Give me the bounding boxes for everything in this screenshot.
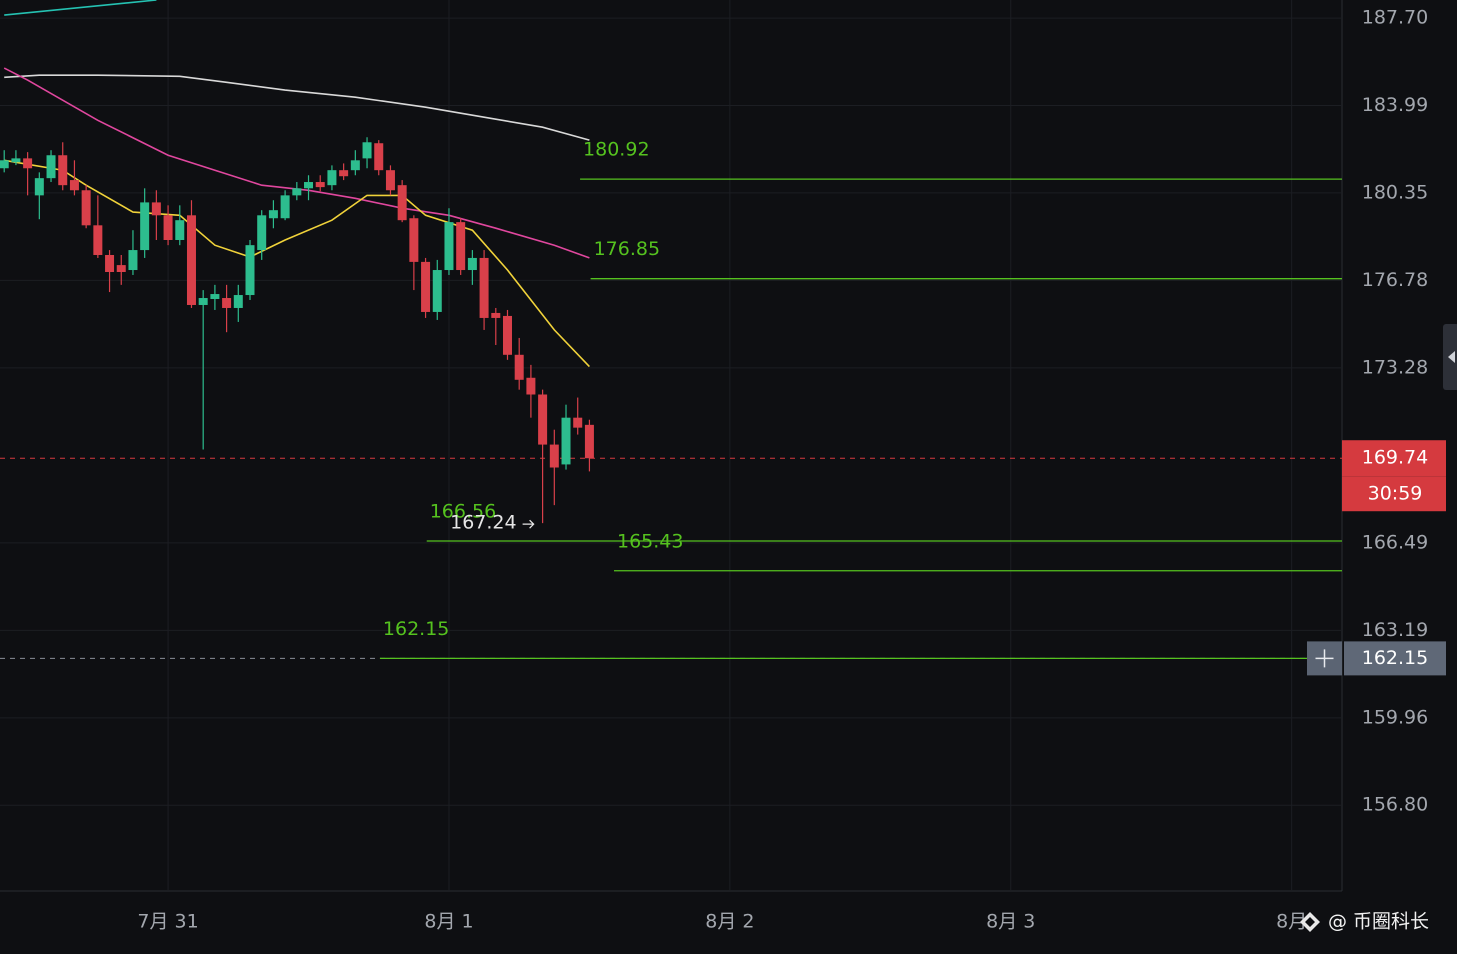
moving-average-line bbox=[4, 74, 590, 141]
level-label: 180.92 bbox=[583, 139, 649, 161]
watermark-text: @ 币圈科长 bbox=[1328, 911, 1429, 933]
candle-body bbox=[339, 170, 349, 177]
candle-body bbox=[549, 444, 559, 468]
candle-body bbox=[58, 155, 68, 186]
candle-body bbox=[350, 160, 360, 171]
candle-body bbox=[93, 225, 103, 255]
candle-body bbox=[491, 312, 501, 318]
level-label: 176.85 bbox=[594, 238, 660, 260]
candle-body bbox=[467, 257, 477, 271]
candle-body bbox=[69, 180, 79, 191]
candle-body bbox=[186, 215, 196, 305]
candle-body bbox=[257, 215, 267, 251]
y-tick-label: 166.49 bbox=[1362, 531, 1428, 553]
candle-body bbox=[538, 394, 548, 445]
candle-body bbox=[105, 254, 115, 273]
tab-arrow[interactable] bbox=[1448, 351, 1455, 363]
collapse-tab[interactable] bbox=[1443, 324, 1457, 390]
candle-body bbox=[526, 377, 536, 395]
candle-body bbox=[456, 222, 466, 271]
candle-body bbox=[362, 142, 372, 159]
candle-body bbox=[280, 195, 290, 219]
candle-body bbox=[304, 182, 314, 189]
candle-body bbox=[198, 298, 208, 305]
candle-body bbox=[128, 250, 138, 271]
last-price-box bbox=[1342, 440, 1446, 477]
candle-body bbox=[292, 188, 302, 196]
candle-body bbox=[561, 417, 571, 465]
crosshair-plus-icon bbox=[1315, 649, 1334, 668]
candle-body bbox=[444, 222, 454, 271]
candle-body bbox=[502, 315, 512, 355]
candle-body bbox=[11, 158, 21, 163]
candle-body bbox=[327, 170, 337, 186]
y-tick-label: 163.19 bbox=[1362, 619, 1428, 641]
candle-body bbox=[34, 178, 44, 196]
candle-body bbox=[140, 202, 150, 251]
candle-body bbox=[81, 190, 91, 226]
x-tick-label: 7月 31 bbox=[137, 911, 198, 933]
candle-body bbox=[163, 215, 173, 241]
countdown-label: 30:59 bbox=[1368, 483, 1423, 505]
x-tick-label: 8月 3 bbox=[986, 911, 1035, 933]
candle-body bbox=[46, 155, 56, 179]
candle-body bbox=[151, 202, 161, 216]
candle-body bbox=[210, 294, 220, 300]
last-price-label: 169.74 bbox=[1362, 447, 1428, 469]
countdown-box bbox=[1342, 476, 1446, 512]
candle-body bbox=[268, 210, 278, 219]
x-tick-label: 8月 1 bbox=[424, 911, 473, 933]
candle-body bbox=[421, 261, 431, 312]
watermark: @ 币圈科长 bbox=[1300, 911, 1429, 933]
y-tick-label: 180.35 bbox=[1362, 181, 1428, 203]
y-tick-label: 183.99 bbox=[1362, 94, 1428, 116]
watermark-logo bbox=[1300, 912, 1320, 932]
candle-body bbox=[573, 417, 583, 428]
y-tick-label: 187.70 bbox=[1362, 7, 1428, 29]
low-marker-label: 167.24 bbox=[450, 512, 516, 534]
level-label: 166.56 bbox=[430, 500, 496, 522]
x-tick-label: 8月 bbox=[1276, 911, 1307, 933]
x-tick-label: 8月 2 bbox=[705, 911, 754, 933]
candle-body bbox=[245, 245, 255, 296]
candle-body bbox=[479, 257, 489, 318]
candle-body bbox=[0, 160, 9, 169]
y-tick-label: 156.80 bbox=[1362, 794, 1428, 816]
candle-body bbox=[233, 295, 243, 308]
candle-body bbox=[385, 170, 395, 191]
candle-body bbox=[432, 270, 442, 312]
level-label: 162.15 bbox=[383, 618, 449, 640]
y-tick-label: 173.28 bbox=[1362, 356, 1428, 378]
level-label: 165.43 bbox=[617, 530, 683, 552]
candle-body bbox=[23, 158, 33, 169]
crosshair-price-label: 162.15 bbox=[1362, 647, 1428, 669]
candle-body bbox=[374, 143, 384, 171]
candle-body bbox=[584, 424, 594, 459]
moving-average-line bbox=[4, 159, 590, 368]
y-tick-label: 159.96 bbox=[1362, 706, 1428, 728]
y-tick-label: 176.78 bbox=[1362, 269, 1428, 291]
candle-body bbox=[514, 354, 524, 380]
candle-body bbox=[222, 298, 232, 308]
moving-average-line bbox=[4, 0, 157, 16]
candle-body bbox=[175, 220, 185, 241]
crosshair-price-box bbox=[1344, 641, 1446, 676]
candle-body bbox=[116, 265, 126, 273]
candle-body bbox=[397, 185, 407, 221]
low-marker-arrow bbox=[522, 519, 535, 529]
candle-body bbox=[409, 218, 419, 262]
candle-body bbox=[315, 182, 325, 188]
